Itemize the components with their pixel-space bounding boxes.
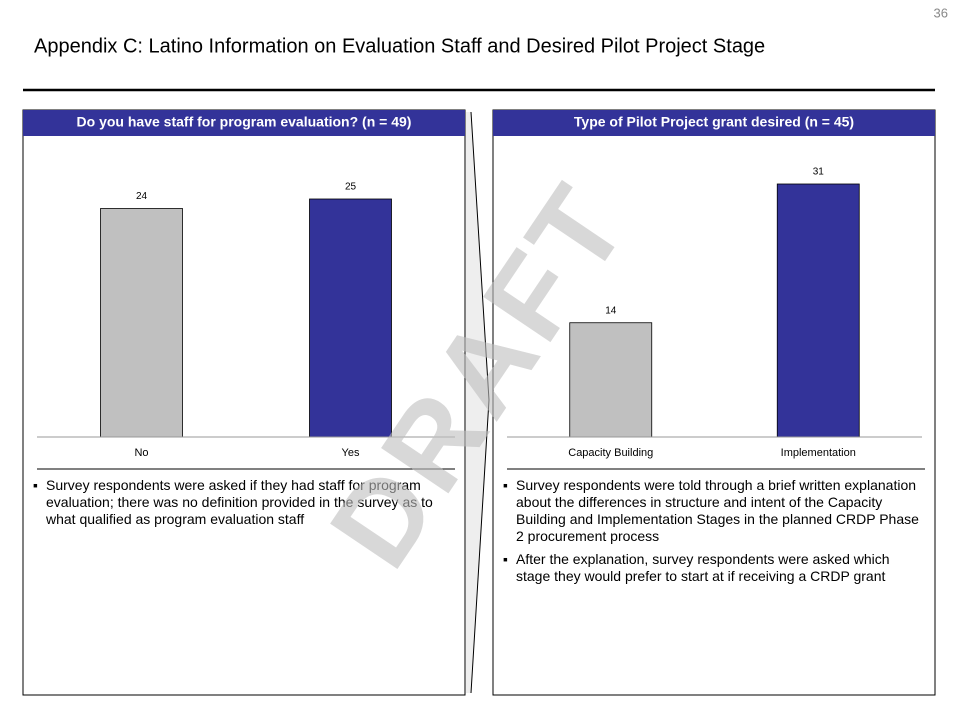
bar bbox=[100, 208, 183, 438]
left-header bbox=[23, 110, 465, 136]
notes-left: Survey respondents were asked if they ha… bbox=[33, 477, 453, 534]
x-tick-label: Yes bbox=[342, 447, 360, 459]
bar bbox=[776, 183, 860, 438]
note: Survey respondents were told through a b… bbox=[503, 477, 927, 545]
chevron bbox=[470, 111, 490, 694]
slide-title: Appendix C: Latino Information on Evalua… bbox=[34, 35, 765, 57]
chart-title: Do you have staff for program evaluation… bbox=[77, 114, 412, 130]
value-label: 31 bbox=[813, 167, 825, 178]
left-panel bbox=[22, 109, 466, 696]
note: Survey respondents were asked if they ha… bbox=[33, 477, 453, 528]
x-tick-label: Capacity Building bbox=[568, 447, 653, 459]
page-number: 36 bbox=[934, 5, 948, 20]
x-tick-label: No bbox=[134, 447, 148, 459]
value-label: 14 bbox=[605, 305, 617, 316]
bar bbox=[309, 198, 392, 438]
value-label: 24 bbox=[136, 191, 148, 202]
notes-right: Survey respondents were told through a b… bbox=[503, 477, 927, 591]
x-tick-label: Implementation bbox=[781, 447, 856, 459]
right-panel bbox=[492, 109, 936, 696]
bar bbox=[569, 322, 653, 438]
right-header bbox=[493, 110, 935, 136]
note: After the explanation, survey respondent… bbox=[503, 551, 927, 585]
value-label: 25 bbox=[345, 182, 357, 193]
chevron-fill bbox=[466, 112, 489, 693]
chart-title: Type of Pilot Project grant desired (n =… bbox=[574, 114, 854, 130]
